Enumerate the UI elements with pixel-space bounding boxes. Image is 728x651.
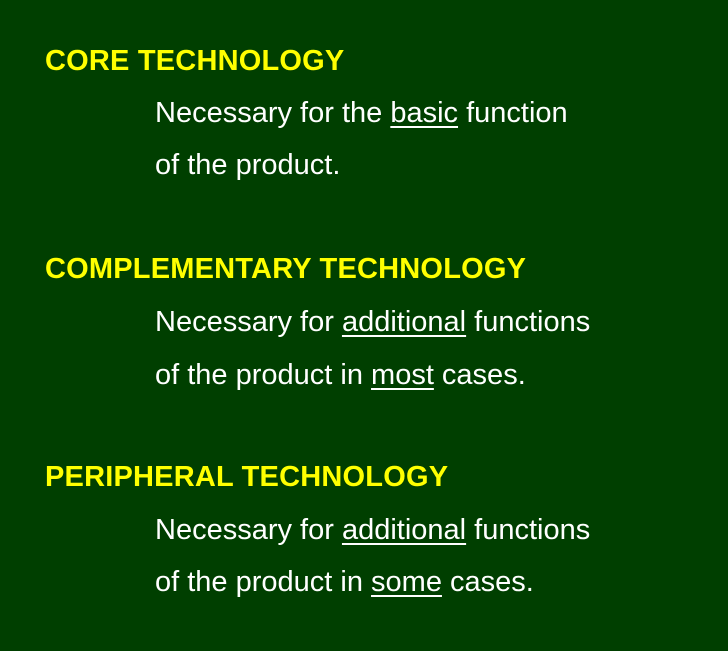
- text-segment: Necessary for: [155, 306, 342, 338]
- description-line-1: Necessary for additional functions: [155, 305, 590, 339]
- underlined-word: some: [371, 566, 442, 598]
- description-line-2: of the product in some cases.: [155, 565, 534, 599]
- section-complementary-technology: COMPLEMENTARY TECHNOLOGY Necessary for a…: [45, 252, 705, 391]
- description-line-2: of the product.: [155, 148, 340, 182]
- section-peripheral-technology: PERIPHERAL TECHNOLOGY Necessary for addi…: [45, 460, 705, 598]
- section-core-technology: CORE TECHNOLOGY Necessary for the basic …: [45, 44, 705, 181]
- section-heading: CORE TECHNOLOGY: [45, 45, 345, 77]
- text-segment: of the product in: [155, 359, 372, 391]
- section-heading: COMPLEMENTARY TECHNOLOGY: [45, 253, 527, 285]
- underlined-word: additional: [341, 514, 467, 546]
- text-segment: cases.: [433, 359, 526, 391]
- description-line-2: of the product in most cases.: [155, 358, 526, 392]
- description-line-1: Necessary for the basic function: [155, 96, 568, 130]
- description-line-1: Necessary for additional functions: [155, 513, 590, 547]
- text-segment: Necessary for the: [155, 97, 391, 129]
- text-segment: Necessary for: [155, 514, 342, 546]
- underlined-word: basic: [390, 97, 459, 129]
- text-segment: functions: [466, 306, 591, 338]
- underlined-word: most: [371, 359, 434, 391]
- underlined-word: additional: [341, 306, 467, 338]
- text-segment: of the product.: [155, 149, 341, 181]
- section-heading: PERIPHERAL TECHNOLOGY: [45, 461, 449, 493]
- text-segment: of the product in: [155, 566, 372, 598]
- text-segment: functions: [466, 514, 591, 546]
- text-segment: cases.: [441, 566, 534, 598]
- text-segment: function: [458, 97, 568, 129]
